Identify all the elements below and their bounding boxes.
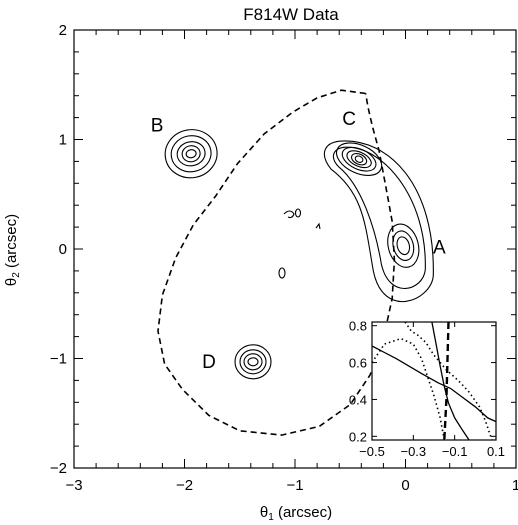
x-tick-label: −2 [176, 477, 193, 494]
inset-panel: −0.5 −0.3 −0.1 0.1 0.2 0.4 0.6 0.8 [349, 319, 505, 459]
contour-B [185, 149, 197, 159]
contour-D [247, 357, 259, 367]
inset-dotted-line [371, 337, 446, 441]
chart-title: F814W Data [243, 5, 339, 24]
inset-y-tick-label: 0.6 [349, 356, 367, 371]
contour-A [396, 236, 411, 256]
image-label-A: A [433, 238, 446, 259]
contour-B [170, 135, 212, 173]
y-tick-label: 2 [59, 22, 67, 39]
inset-dotted-line-2 [404, 321, 493, 441]
x-tick-label: 0 [401, 477, 409, 494]
contour-C [350, 153, 368, 166]
inset-lines [371, 321, 497, 441]
noise-contour [278, 267, 286, 279]
contour-A [387, 223, 420, 268]
contour-B [176, 141, 206, 167]
critical-curve-dashed [157, 89, 396, 436]
contour-C [346, 150, 372, 169]
contour-B [181, 145, 201, 163]
image-label-D: D [202, 352, 216, 373]
noise-contour [283, 210, 295, 219]
y-tick-label: −1 [50, 351, 67, 368]
noise-contour [294, 208, 302, 218]
inset-tick-labels: −0.5 −0.3 −0.1 0.1 0.2 0.4 0.6 0.8 [349, 319, 505, 459]
inset-y-tick-label: 0.4 [349, 392, 367, 407]
x-tick-label: 1 [512, 477, 518, 494]
inset-solid-line-2 [431, 321, 470, 441]
image-labels: A B C D [151, 109, 446, 373]
inset-dashed-line [443, 321, 450, 441]
contour-arc-AC [323, 140, 434, 303]
inset-x-tick-label: 0.1 [487, 444, 505, 459]
inset-y-tick-label: 0.8 [349, 319, 367, 334]
inset-y-tick-label: 0.2 [349, 429, 367, 444]
contour-A [392, 230, 415, 261]
main-ticks [73, 29, 517, 469]
contour-D [243, 353, 263, 371]
x-tick-label: −3 [65, 477, 82, 494]
contour-arc-AC [332, 146, 426, 290]
contour-D [234, 344, 272, 380]
contour-C [354, 155, 364, 163]
inset-x-tick-label: −0.1 [442, 444, 468, 459]
contour-D [239, 349, 267, 375]
inset-x-tick-label: −0.3 [400, 444, 426, 459]
inset-solid-line [371, 345, 497, 423]
y-tick-label: 1 [59, 132, 67, 149]
image-contours [164, 129, 434, 380]
x-tick-label: −1 [286, 477, 303, 494]
y-axis-label: θ2 (arcsec) [3, 214, 22, 286]
y-tick-label: −2 [50, 460, 67, 477]
noise-contour [315, 222, 321, 230]
y-tick-label: 0 [59, 241, 67, 258]
image-label-B: B [151, 116, 164, 137]
image-label-C: C [342, 109, 356, 130]
inset-x-tick-label: −0.5 [359, 444, 385, 459]
contour-B [164, 129, 218, 179]
x-axis-label: θ1 (arcsec) [260, 504, 332, 523]
